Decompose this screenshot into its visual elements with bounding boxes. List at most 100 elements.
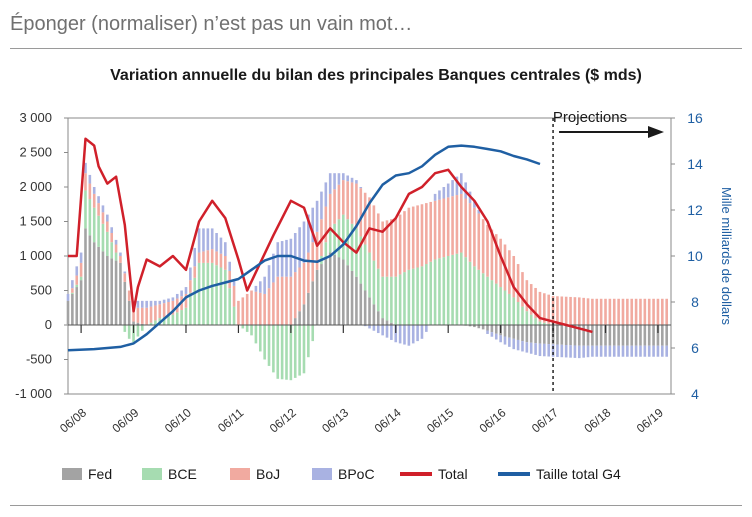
- bar-segment-bpoc: [451, 180, 454, 197]
- left-tick-label: 500: [30, 283, 52, 298]
- bar-segment-boj: [71, 288, 74, 293]
- bar-segment-fed: [315, 269, 319, 325]
- bar-segment-bce: [398, 274, 402, 325]
- series-line-total: [68, 137, 593, 334]
- bar-segment-boj: [591, 298, 594, 325]
- x-tick-label: 06/08: [57, 405, 89, 435]
- bar-segment-boj: [626, 298, 629, 325]
- bar-segment-bce: [368, 252, 371, 298]
- bar-segment-bce: [202, 262, 205, 325]
- bar-segment-boj: [154, 305, 157, 321]
- right-tick-label: 10: [687, 248, 703, 264]
- legend-item-boj: BoJ: [230, 466, 280, 484]
- top-divider: [10, 48, 742, 49]
- bar-segment-boj: [652, 298, 655, 325]
- bar-segment-boj: [547, 294, 550, 324]
- bar-segment-boj: [573, 297, 577, 325]
- bar-segment-bpoc: [136, 300, 140, 308]
- bar-segment-bpoc: [333, 173, 336, 190]
- bar-segment-bpoc: [197, 228, 201, 253]
- left-tick-label: 2 500: [19, 145, 52, 160]
- bar-segment-bpoc: [612, 345, 616, 357]
- bar-segment-bce: [171, 314, 175, 325]
- bar-segment-fed: [324, 258, 328, 325]
- bar-segment-boj: [538, 291, 542, 322]
- bar-segment-bce: [123, 325, 127, 332]
- bar-segment-boj: [595, 298, 599, 325]
- bar-segment-fed: [564, 325, 568, 346]
- bar-segment-boj: [280, 276, 284, 325]
- bar-segment-boj: [560, 296, 564, 325]
- left-tick-label: 1 500: [19, 214, 52, 229]
- bar-segment-fed: [66, 300, 70, 325]
- bar-segment-fed: [342, 259, 345, 325]
- bar-segment-bpoc: [97, 196, 100, 204]
- bar-segment-boj: [604, 298, 607, 325]
- bar-segment-bce: [425, 264, 428, 325]
- bar-segment-bce: [460, 252, 463, 325]
- bar-segment-bce: [529, 314, 533, 325]
- bar-segment-boj: [307, 252, 310, 293]
- bar-segment-bpoc: [280, 241, 284, 277]
- bar-segment-bpoc: [446, 183, 450, 198]
- bar-segment-bpoc: [320, 191, 323, 220]
- bar-segment-bpoc: [154, 300, 157, 306]
- bar-segment-boj: [534, 287, 537, 319]
- bar-segment-boj: [184, 293, 188, 308]
- bar-segment-fed: [525, 325, 529, 343]
- bar-segment-bpoc: [101, 205, 105, 213]
- bar-segment-boj: [425, 203, 428, 265]
- bar-segment-bpoc: [416, 325, 419, 342]
- bar-segment-boj: [101, 212, 105, 224]
- bar-segment-bce: [494, 283, 498, 325]
- left-tick-label: 3 000: [19, 110, 52, 125]
- bar-segment-boj: [634, 298, 638, 325]
- bar-segment-fed: [599, 325, 603, 346]
- bar-segment-boj: [84, 173, 87, 191]
- x-tick-label: 06/16: [477, 405, 509, 435]
- bar-segment-bpoc: [114, 239, 118, 245]
- bar-segment-bce: [534, 318, 537, 325]
- bar-segment-boj: [508, 250, 511, 294]
- bar-segment-fed: [385, 320, 389, 325]
- legend-label-fed: Fed: [88, 466, 113, 482]
- bar-segment-bce: [88, 199, 92, 236]
- bar-segment-boj: [206, 250, 210, 263]
- right-tick-label: 14: [687, 156, 703, 172]
- bar-segment-bce: [136, 325, 140, 337]
- x-tick-label: 06/15: [424, 405, 456, 435]
- left-tick-label: -1 000: [15, 386, 52, 401]
- bar-segment-fed: [490, 325, 494, 333]
- bar-segment-bpoc: [289, 238, 293, 277]
- bar-segment-bce: [241, 325, 245, 329]
- bar-segment-bce: [381, 276, 384, 319]
- right-axis-label: Mille milliards de dollars: [719, 187, 734, 325]
- bar-segment-boj: [79, 262, 83, 277]
- bar-segment-bpoc: [302, 221, 306, 263]
- bar-segment-bpoc: [398, 325, 402, 344]
- bar-segment-fed: [140, 323, 144, 325]
- bar-segment-bce: [110, 242, 113, 259]
- bar-segment-bce: [403, 272, 406, 325]
- bar-segment-boj: [263, 293, 266, 325]
- bar-segment-bpoc: [210, 228, 214, 250]
- bar-segment-bce: [84, 190, 87, 229]
- bar-segment-bpoc: [512, 338, 516, 350]
- bar-segment-fed: [573, 325, 577, 346]
- bar-segment-fed: [307, 292, 310, 325]
- bar-segment-bpoc: [473, 200, 476, 208]
- bar-segment-boj: [289, 276, 293, 325]
- chart-title: Variation annuelle du bilan des principa…: [110, 67, 642, 84]
- bar-segment-boj: [516, 264, 520, 302]
- projection-arrow-head: [648, 126, 664, 138]
- bar-segment-boj: [228, 270, 231, 289]
- bar-segment-bce: [333, 223, 336, 255]
- bar-segment-bpoc: [145, 300, 148, 308]
- bar-segment-boj: [333, 189, 336, 224]
- bar-segment-boj: [232, 285, 236, 307]
- bar-segment-bpoc: [184, 287, 188, 294]
- bar-segment-boj: [123, 273, 127, 282]
- bar-segment-fed: [71, 293, 74, 325]
- bar-segment-boj: [219, 253, 223, 268]
- bar-segment-bpoc: [75, 266, 79, 276]
